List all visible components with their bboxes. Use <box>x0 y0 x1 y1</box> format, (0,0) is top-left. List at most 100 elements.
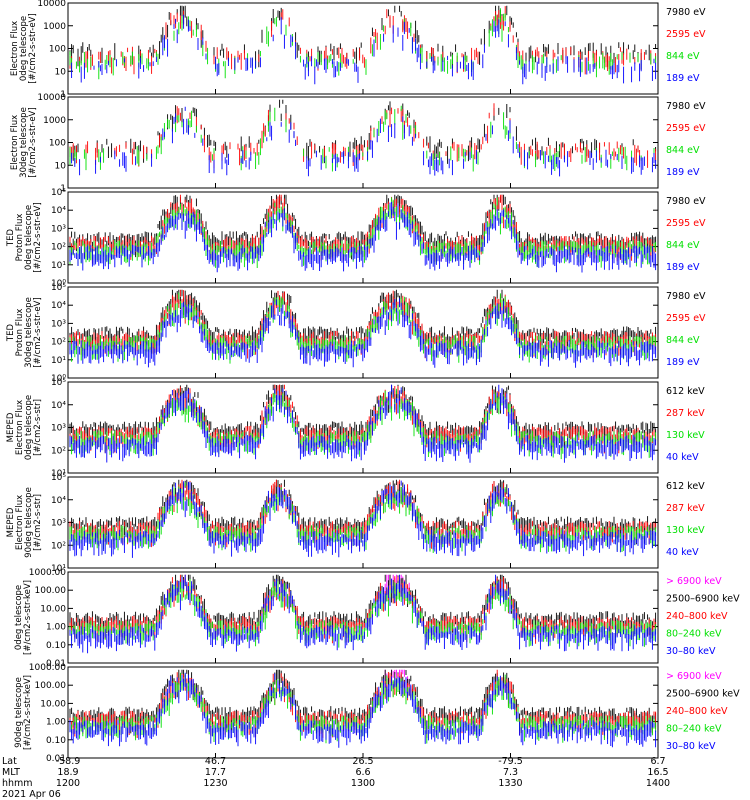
y-axis-label-line: Proton Flux <box>15 214 25 262</box>
y-tick-label: 10000 <box>37 0 66 9</box>
legend-entry-2595-ev: 2595 eV <box>666 218 706 229</box>
y-tick-label: 0.01 <box>46 754 66 764</box>
y-tick-label: 100.00 <box>35 681 67 691</box>
legend-entry-2595-ev: 2595 eV <box>666 29 706 40</box>
legend-entry-189-ev: 189 eV <box>666 73 700 84</box>
x-tick-label-mlt: 17.7 <box>205 767 226 778</box>
y-tick-label: 10¹ <box>51 261 66 271</box>
y-tick-label: 10³ <box>51 519 66 529</box>
legend-entry-2500-6900-kev: 2500–6900 keV <box>666 594 740 605</box>
y-tick-label: 10⁵ <box>51 473 66 483</box>
legend-entry-612-kev: 612 keV <box>666 386 705 397</box>
y-axis-label-line: [#/cm2-s-str] <box>33 399 43 456</box>
y-tick-label: 10² <box>51 338 66 348</box>
y-axis-label-line: [#/cm2-s-str-eV] <box>28 13 38 83</box>
y-axis-label-line: 0deg telescope <box>24 395 34 460</box>
y-axis-label-line: Electron Flux <box>10 115 20 170</box>
x-tick-label-lat: 46.7 <box>205 756 226 767</box>
legend-entry-80-240-kev: 80–240 keV <box>666 629 722 640</box>
x-row-label-lat: Lat <box>2 756 17 767</box>
legend-entry-7980-ev: 7980 eV <box>666 196 706 207</box>
y-tick-label: 1.00 <box>46 623 66 633</box>
y-axis-label-line: Electron Flux <box>15 495 25 550</box>
y-tick-label: 10 <box>55 67 67 77</box>
y-tick-label: 10² <box>51 243 66 253</box>
x-tick-label-lat: 6.7 <box>650 756 665 767</box>
panel-8: 0.01 0.10 1.00 10.00 100.00 1000.00 90deg tele… <box>14 663 740 764</box>
y-axis-label-line: 0deg telescope <box>19 16 29 81</box>
y-tick-label: 1 <box>60 184 66 194</box>
legend-entry-612-kev: 612 keV <box>666 481 705 492</box>
series-trace-189-ev <box>69 201 657 273</box>
x-tick-label-hhmm: 1230 <box>203 778 227 789</box>
y-tick-label: 10.00 <box>40 604 66 614</box>
x-tick-label-mlt: 6.6 <box>355 767 370 778</box>
y-tick-label: 10⁴ <box>51 496 66 506</box>
series-trace-7980-ev <box>72 99 657 164</box>
y-axis-label-line: [#/cm2-s-str-keV] <box>23 580 33 655</box>
y-axis-label-line: 0deg telescope <box>24 205 34 270</box>
y-tick-label: 10⁵ <box>51 283 66 293</box>
y-tick-label: 10³ <box>51 424 66 434</box>
y-axis-label-line: 0deg telescope <box>14 585 24 650</box>
legend-entry-2595-ev: 2595 eV <box>666 123 706 134</box>
y-tick-label: 10.00 <box>40 699 66 709</box>
panel-frame <box>67 96 659 189</box>
y-tick-label: 10000 <box>37 93 66 103</box>
y-tick-label: 0.10 <box>46 641 66 651</box>
panel-5: 10¹ 10² 10³ 10⁴ 10⁵ MEPED Electron Flux 0deg te… <box>6 378 705 479</box>
y-axis-label-line: Proton Flux <box>15 309 25 357</box>
legend-entry-189-ev: 189 eV <box>666 357 700 368</box>
panel-frame <box>67 2 659 95</box>
date-label: 2021 Apr 06 <box>2 789 61 800</box>
legend-entry-30-80-kev: 30–80 keV <box>666 646 716 657</box>
panel-3: 10⁰ 10¹ 10² 10³ 10⁴ 10⁵ TED Proton Flux 0deg tel… <box>6 188 706 289</box>
y-tick-label: 10² <box>51 446 66 456</box>
y-tick-label: 10⁰ <box>51 279 66 289</box>
panel-1: 1 10 100 1000 10000 Electron Flux 0deg telesco… <box>10 0 706 100</box>
series-trace-189-ev <box>69 298 657 368</box>
x-tick-label-lat: -79.5 <box>498 756 523 767</box>
y-tick-label: 100 <box>49 139 66 149</box>
x-tick-label-hhmm: 1400 <box>646 778 670 789</box>
x-tick-label-lat: 26.5 <box>352 756 373 767</box>
legend-entry-240-800-kev: 240–800 keV <box>666 611 728 622</box>
legend-entry-240-800-kev: 240–800 keV <box>666 706 728 717</box>
y-axis-label-line: 90deg telescope <box>14 677 24 748</box>
legend-entry-130-kev: 130 keV <box>666 430 705 441</box>
y-axis-label-line: [#/cm2-s-str] <box>33 494 43 551</box>
legend-entry-130-kev: 130 keV <box>666 525 705 536</box>
legend-entry-40-kev: 40 keV <box>666 547 699 558</box>
y-axis-label-line: [#/cm2-s-str-keV] <box>23 675 33 750</box>
x-axis: Lat MLT hhmm 2021 Apr 06 -58.9 46.7 26.5 -7… <box>2 756 670 800</box>
x-tick-label-lat: -58.9 <box>56 756 81 767</box>
x-tick-label-mlt: 16.5 <box>647 767 668 778</box>
y-tick-label: 10⁰ <box>51 374 66 384</box>
legend-entry-30-80-kev: 30–80 keV <box>666 741 716 752</box>
legend-entry-7980-ev: 7980 eV <box>666 7 706 18</box>
y-axis-label-line: [#/cm2-s-str-eV] <box>33 297 43 367</box>
legend-entry-287-kev: 287 keV <box>666 503 705 514</box>
y-axis-label-line: TED <box>6 228 16 247</box>
y-tick-label: 10² <box>51 541 66 551</box>
y-tick-label: 10⁵ <box>51 188 66 198</box>
y-axis-label-line: Electron Flux <box>15 400 25 455</box>
y-axis-label-line: MEPED <box>6 412 16 442</box>
y-axis-label-line: 90deg telescope <box>24 487 34 558</box>
y-tick-label: 1000.00 <box>29 663 66 673</box>
y-tick-label: 10³ <box>51 224 66 234</box>
y-axis-label-line: Electron Flux <box>10 21 20 76</box>
series-trace-844-ev <box>69 105 655 172</box>
x-tick-label-mlt: 18.9 <box>57 767 78 778</box>
y-axis-label-line: TED <box>6 323 16 342</box>
legend-entry-189-ev: 189 eV <box>666 167 700 178</box>
y-tick-label: 0.01 <box>46 659 66 669</box>
series-trace-189-ev <box>71 14 657 85</box>
legend-entry-844-ev: 844 eV <box>666 51 700 62</box>
x-row-label-hhmm: hhmm <box>2 778 33 789</box>
series-trace-40-kev <box>69 480 657 558</box>
y-tick-label: 10 <box>55 161 67 171</box>
y-axis-label-line: 30deg telescope <box>24 297 34 368</box>
panel-2: 1 10 100 1000 10000 Electron Flux 30deg telesc… <box>10 93 706 194</box>
